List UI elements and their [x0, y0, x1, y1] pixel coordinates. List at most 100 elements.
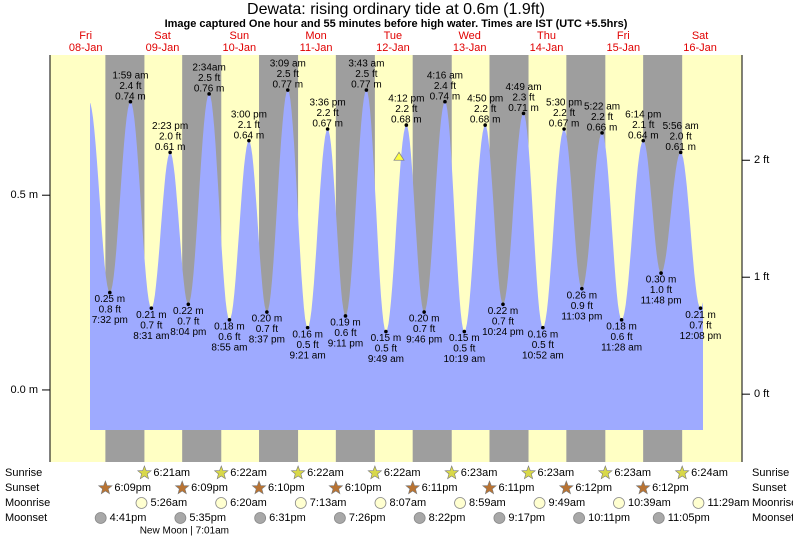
- day-date: 11-Jan: [300, 42, 333, 54]
- tide-label: 8:37 pm: [249, 335, 285, 346]
- tide-label: 0.5 ft: [532, 340, 554, 351]
- tide-point: [462, 329, 467, 334]
- row-label: Moonset: [752, 512, 793, 524]
- sunrise-time: 6:22am: [230, 467, 267, 479]
- moonset-time: 6:31pm: [269, 512, 306, 524]
- row-label: Moonrise: [752, 497, 793, 509]
- tide-point: [186, 302, 191, 307]
- tide-label: 0.20 m: [409, 314, 440, 325]
- tide-label: 9:21 am: [290, 350, 326, 361]
- moonrise-time: 11:29am: [707, 497, 749, 509]
- tide-label: 0.7 ft: [177, 316, 199, 327]
- sunset-icon: [635, 480, 651, 495]
- moonrise-icon: [374, 497, 387, 509]
- tide-point: [128, 99, 133, 104]
- tide-label: 0.7 ft: [256, 324, 278, 335]
- tide-label: 0.77 m: [351, 80, 382, 91]
- tide-point: [108, 290, 112, 295]
- tide-label: 0.77 m: [272, 80, 303, 91]
- sunset-icon: [405, 480, 421, 495]
- tide-point: [501, 302, 505, 307]
- tide-point: [678, 150, 683, 155]
- y2-tick-label: 0 ft: [754, 388, 769, 400]
- day-date: 09-Jan: [146, 42, 180, 54]
- tide-label: 0.20 m: [252, 314, 283, 325]
- tide-label: 0.67 m: [312, 119, 343, 130]
- tide-label: 2.0 ft: [159, 132, 181, 143]
- tide-label: 9:49 am: [368, 354, 404, 365]
- tide-label: 2.0 ft: [670, 132, 692, 143]
- tide-point: [404, 123, 409, 127]
- tide-label: 0.68 m: [391, 115, 422, 126]
- tide-point: [562, 127, 566, 131]
- moonset-time: 4:41pm: [110, 512, 147, 524]
- tide-area: [90, 90, 703, 430]
- tide-label: 0.7 ft: [689, 320, 711, 331]
- tide-label: 0.5 ft: [296, 340, 318, 351]
- moonrise-icon: [613, 497, 625, 509]
- tide-label: 1:59 am: [112, 70, 148, 81]
- tide-label: 2.5 ft: [198, 73, 220, 84]
- y-tick-label: 0.0 m: [10, 384, 38, 396]
- day-date: 15-Jan: [606, 42, 640, 54]
- sunset-icon: [328, 480, 344, 495]
- tide-label: 0.8 ft: [99, 305, 121, 316]
- tide-label: 0.6 ft: [610, 332, 632, 343]
- tide-point: [698, 306, 703, 310]
- tide-label: 0.61 m: [155, 142, 186, 153]
- tide-label: 0.19 m: [330, 318, 361, 329]
- tide-label: 0.15 m: [449, 333, 480, 344]
- sunset-time: 6:09pm: [191, 482, 228, 494]
- tide-point: [580, 286, 584, 291]
- tide-label: 0.26 m: [567, 290, 598, 301]
- moonrise-icon: [533, 497, 546, 509]
- moonrise-time: 6:20am: [230, 497, 267, 509]
- tide-label: 0.18 m: [606, 321, 637, 332]
- tide-label: 2.2 ft: [474, 104, 496, 115]
- moonset-time: 9:17pm: [508, 512, 545, 524]
- day-name: Thu: [537, 30, 556, 42]
- tide-point: [285, 88, 290, 92]
- tide-point: [247, 138, 251, 143]
- tide-label: 4:16 am: [427, 70, 463, 81]
- sunset-icon: [174, 480, 190, 495]
- sunrise-icon: [136, 465, 152, 480]
- sunrise-time: 6:23am: [538, 467, 575, 479]
- day-name: Mon: [305, 30, 326, 42]
- tide-label: 2:23 pm: [152, 121, 188, 132]
- tide-label: 9:46 pm: [406, 335, 442, 346]
- tide-label: 0.18 m: [214, 321, 245, 332]
- row-label: Moonrise: [5, 497, 50, 509]
- tide-point: [265, 310, 269, 314]
- tide-label: 0.6 ft: [334, 328, 356, 339]
- tide-label: 3:36 pm: [310, 98, 346, 109]
- tide-label: 0.7 ft: [492, 316, 514, 327]
- tide-label: 3:09 am: [270, 59, 306, 70]
- tide-point: [343, 314, 348, 318]
- sunset-icon: [97, 480, 113, 495]
- tide-label: 2.1 ft: [238, 120, 260, 131]
- tide-label: 12:08 pm: [680, 331, 722, 342]
- tide-label: 2.2 ft: [591, 112, 613, 123]
- title: Dewata: rising ordinary tide at 0.6m (1.…: [247, 1, 545, 18]
- tide-point: [659, 271, 663, 275]
- tide-point: [483, 123, 487, 127]
- tide-point: [227, 318, 232, 322]
- tide-label: 0.22 m: [173, 306, 204, 317]
- tide-label: 7:32 pm: [92, 315, 128, 326]
- row-label: Sunrise: [752, 467, 789, 479]
- sunset-time: 6:12pm: [652, 482, 689, 494]
- moonset-icon: [174, 512, 187, 524]
- sunset-time: 6:09pm: [114, 482, 151, 494]
- sunrise-time: 6:23am: [614, 467, 651, 479]
- tide-label: 0.67 m: [549, 119, 580, 130]
- tide-label: 3:43 am: [348, 59, 384, 70]
- y2-tick-label: 1 ft: [754, 271, 769, 283]
- sunrise-icon: [674, 465, 690, 480]
- tide-label: 0.76 m: [194, 84, 225, 95]
- sunrise-icon: [444, 465, 460, 480]
- tide-point: [305, 325, 310, 330]
- sunrise-time: 6:22am: [307, 467, 344, 479]
- moonset-time: 5:35pm: [189, 512, 226, 524]
- day-name: Fri: [617, 30, 630, 42]
